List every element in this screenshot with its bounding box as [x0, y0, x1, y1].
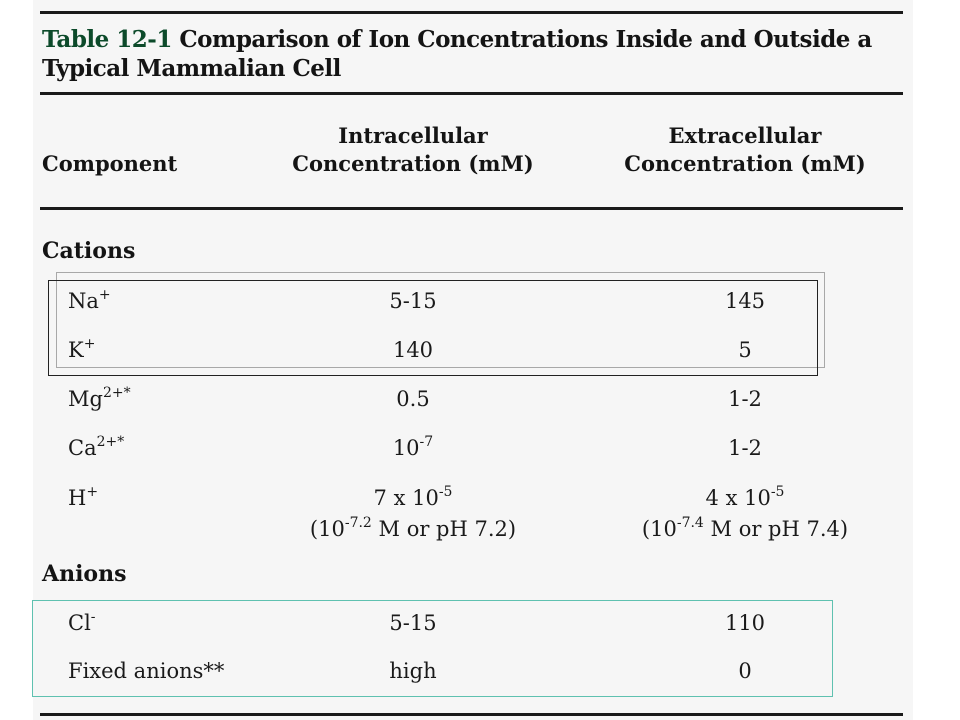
ion-charge: 2+*	[102, 385, 131, 401]
ion-name: K	[68, 338, 84, 362]
row-h-extracellular-line1: 4 x 10-5	[615, 483, 875, 513]
row-h-extracellular-line2: (10-7.4 M or pH 7.4)	[615, 514, 875, 544]
row-mg-component: Mg2+*	[68, 384, 131, 414]
row-cl-extracellular: 110	[724, 611, 766, 635]
table-title: Table 12-1 Comparison of Ion Concentrati…	[42, 25, 902, 83]
row-fixed-anions-intracellular: high	[389, 659, 437, 683]
value-exponent: -7.2	[344, 515, 372, 531]
ion-charge: +	[98, 287, 111, 303]
value-exponent: -5	[770, 484, 785, 500]
row-h-component: H+	[68, 483, 98, 513]
row-cl-intracellular: 5-15	[389, 611, 437, 635]
table-caption: Comparison of Ion Concentrations Inside …	[42, 26, 872, 82]
ion-charge: +	[83, 336, 96, 352]
value-base: (10	[309, 517, 345, 541]
ion-charge: -	[90, 609, 96, 625]
row-fixed-anions-component: Fixed anions**	[68, 659, 225, 683]
value-exponent: -5	[438, 484, 453, 500]
row-h-intracellular-line2: (10-7.2 M or pH 7.2)	[283, 514, 543, 544]
ion-name: Ca	[68, 436, 97, 460]
row-mg-extracellular: 1-2	[728, 387, 762, 411]
row-na-intracellular: 5-15	[389, 289, 437, 313]
table-number: Table 12-1	[42, 26, 172, 53]
row-na-component: Na+	[68, 286, 111, 316]
row-h-intracellular-line1: 7 x 10-5	[283, 483, 543, 513]
value-base: 4 x 10	[705, 486, 771, 510]
ion-charge: 2+*	[96, 434, 125, 450]
section-cations: Cations	[42, 238, 136, 264]
row-fixed-anions-extracellular: 0	[738, 659, 752, 683]
header-component: Component	[42, 151, 178, 176]
row-cl-component: Cl-	[68, 608, 96, 638]
bottom-rule	[40, 713, 903, 716]
value-base: (10	[641, 517, 677, 541]
value-suffix: M or pH 7.2)	[371, 517, 517, 541]
row-na-extracellular: 145	[724, 289, 766, 313]
value-exponent: -7	[419, 434, 434, 450]
row-k-intracellular: 140	[392, 338, 434, 362]
header-intracellular: Intracellular Concentration (mM)	[292, 123, 534, 176]
ion-charge: +	[86, 484, 99, 500]
row-mg-intracellular: 0.5	[396, 387, 430, 411]
top-rule	[40, 11, 903, 14]
value-suffix: M or pH 7.4)	[703, 517, 849, 541]
ion-name: Mg	[68, 387, 103, 411]
ion-name: H	[68, 486, 87, 510]
row-ca-component: Ca2+*	[68, 433, 124, 463]
row-ca-extracellular: 1-2	[728, 436, 762, 460]
ion-name: Cl	[68, 611, 91, 635]
title-rule	[40, 92, 903, 95]
section-anions: Anions	[42, 561, 127, 587]
row-k-component: K+	[68, 335, 95, 365]
value-exponent: -7.4	[676, 515, 704, 531]
row-ca-intracellular: 10-7	[283, 433, 543, 463]
value-base: 10	[392, 436, 420, 460]
header-extracellular: Extracellular Concentration (mM)	[624, 123, 866, 176]
value-base: 7 x 10	[373, 486, 439, 510]
row-k-extracellular: 5	[738, 338, 752, 362]
header-rule	[40, 207, 903, 210]
ion-name: Na	[68, 289, 99, 313]
